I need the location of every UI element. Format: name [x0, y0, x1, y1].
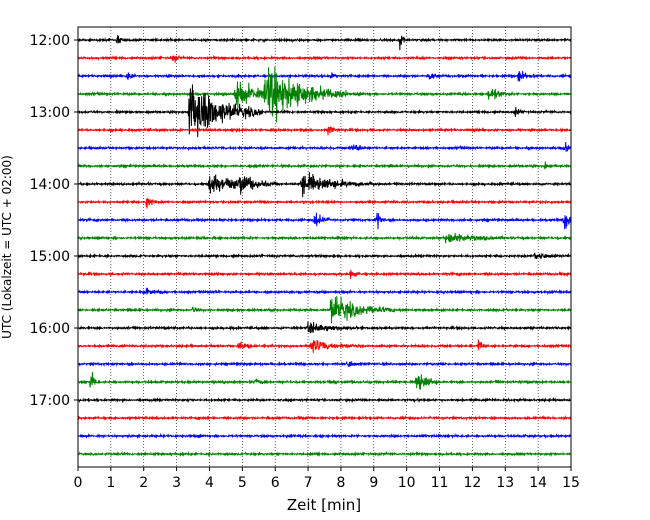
- x-tick-label: 5: [238, 475, 247, 491]
- x-tick-label: 10: [398, 475, 416, 491]
- seismic-trace: [77, 172, 572, 198]
- seismic-trace: [77, 339, 572, 353]
- y-tick-label: 15:00: [30, 249, 70, 265]
- seismic-trace: [77, 70, 572, 82]
- seismic-trace: [77, 252, 572, 260]
- y-tick-label: 16:00: [30, 321, 70, 337]
- x-tick-label: 4: [205, 475, 214, 491]
- x-tick-label: 6: [271, 475, 280, 491]
- seismic-trace: [77, 432, 572, 439]
- x-tick-label: 0: [74, 475, 83, 491]
- y-tick-label: 14:00: [30, 177, 70, 193]
- seismic-trace: [77, 212, 572, 230]
- seismic-trace: [77, 371, 572, 390]
- seismic-trace: [77, 321, 572, 334]
- x-tick-label: 3: [172, 475, 181, 491]
- seismic-trace: [77, 35, 572, 51]
- x-tick-label: 1: [106, 475, 115, 491]
- grid-layer: [110, 27, 539, 467]
- x-tick-label: 9: [369, 475, 378, 491]
- seismic-trace: [77, 360, 572, 368]
- y-tick-label: 12:00: [30, 33, 70, 49]
- plot-frame: [77, 26, 572, 468]
- y-tick-label: 13:00: [30, 105, 70, 121]
- seismic-trace: [77, 295, 572, 324]
- seismic-trace: [77, 232, 572, 244]
- x-tick-label: 12: [463, 475, 481, 491]
- x-tick-label: 13: [496, 475, 514, 491]
- seismic-trace: [77, 161, 572, 170]
- x-tick-label: 14: [529, 475, 547, 491]
- seismic-trace: [77, 269, 572, 279]
- x-tick-label: 2: [139, 475, 148, 491]
- seismic-trace: [77, 396, 572, 404]
- seismic-trace: [77, 414, 572, 422]
- x-axis-label: Zeit [min]: [287, 496, 361, 514]
- x-tick-label: 8: [336, 475, 345, 491]
- seismic-trace: [77, 54, 572, 63]
- y-axis: 12:00 13:00 14:00 15:00 16:00 17:00: [30, 33, 78, 409]
- seismic-trace: [77, 126, 572, 136]
- x-tick-label: 11: [431, 475, 449, 491]
- seismic-trace: [77, 450, 572, 458]
- seismic-trace: [77, 66, 572, 123]
- x-tick-label: 7: [304, 475, 313, 491]
- seismic-trace: [77, 198, 572, 209]
- traces-layer: [77, 35, 572, 458]
- x-axis: 0 1 2 3 4 5 6 7 8 9 10 11 12 13 14 15: [74, 467, 580, 491]
- seismic-trace: [77, 287, 572, 296]
- y-axis-label: UTC (Lokalzeit = UTC + 02:00): [0, 155, 14, 339]
- y-tick-label: 17:00: [30, 393, 70, 409]
- seismic-trace: [77, 84, 572, 138]
- seismic-trace: [77, 142, 572, 152]
- x-tick-label: 15: [562, 475, 580, 491]
